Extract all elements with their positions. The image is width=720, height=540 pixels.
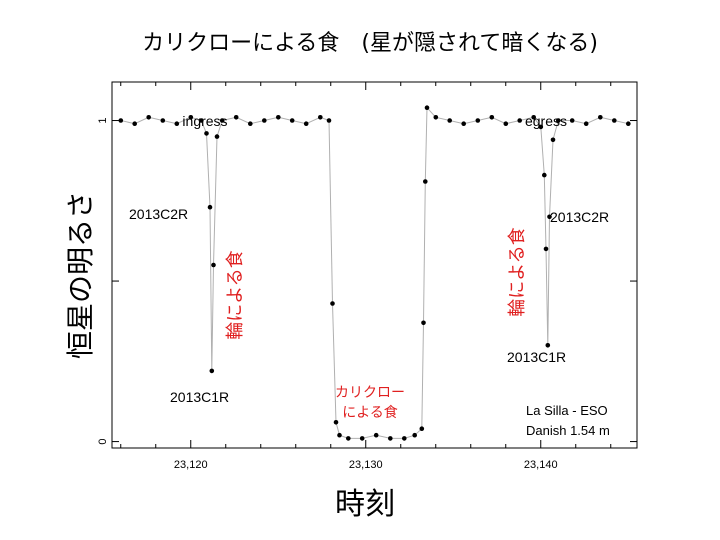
credit-telescope-name: Danish 1.54 m (526, 423, 610, 438)
data-point (475, 118, 481, 123)
annotation-body-occultation-line1: カリクロー (335, 385, 405, 401)
data-point (289, 118, 295, 123)
data-point (556, 118, 561, 123)
data-point (333, 420, 339, 425)
data-point (547, 214, 552, 220)
data-point (447, 118, 453, 123)
data-point (433, 115, 439, 120)
annotation-ring-occultation-right: 輪による食 (507, 227, 528, 316)
annotation-2013c1r-right: 2013C1R (507, 349, 566, 365)
data-point (303, 121, 309, 126)
data-point (118, 118, 124, 123)
data-point (174, 121, 180, 126)
data-point (146, 115, 151, 120)
data-point (160, 118, 166, 123)
data-point (612, 118, 617, 123)
data-point (276, 115, 281, 120)
data-point (337, 432, 342, 438)
data-point (461, 121, 467, 126)
annotation-2013c1r-left: 2013C1R (170, 389, 229, 405)
data-point (538, 124, 544, 130)
data-point (209, 368, 215, 374)
data-point (214, 134, 220, 139)
data-point (569, 118, 575, 123)
data-point (550, 137, 556, 143)
data-point (198, 118, 204, 123)
annotation-ingress: ingress (182, 113, 227, 129)
data-point (219, 118, 225, 123)
data-point (318, 115, 323, 120)
data-point (207, 204, 213, 210)
data-point (233, 115, 239, 120)
data-point (531, 115, 536, 120)
data-point (262, 118, 267, 123)
data-point (248, 121, 253, 126)
y-tick-label: 0 (97, 439, 109, 445)
credit-telescope-site: La Silla - ESO (526, 403, 608, 418)
x-axis-label: 時刻 (335, 487, 395, 522)
data-point (330, 301, 335, 306)
data-point (346, 436, 351, 441)
data-point (626, 121, 631, 126)
data-point (204, 131, 209, 136)
x-tick-label: 23,140 (524, 459, 558, 471)
chart-title: カリクローによる食 (星が隠されて暗くなる) (142, 31, 598, 56)
data-point (423, 179, 428, 184)
data-point (598, 115, 603, 120)
data-point (412, 432, 418, 438)
axis-tick-labels: 23,120 23,130 23,140 0 1 (97, 117, 558, 471)
y-axis-label: 恒星の明るさ (64, 191, 97, 359)
data-point (503, 121, 509, 126)
annotation-egress: egress (525, 113, 567, 129)
data-point (402, 436, 407, 441)
axis-ticks (112, 82, 637, 448)
data-point (359, 436, 365, 441)
y-tick-label: 1 (97, 117, 109, 123)
data-point (419, 426, 425, 432)
x-tick-label: 23,120 (174, 459, 208, 471)
data-point (211, 262, 216, 268)
data-point (583, 121, 589, 126)
data-point (326, 118, 332, 123)
data-point (543, 246, 549, 252)
annotation-2013c2r-left: 2013C2R (129, 206, 188, 222)
data-point (388, 436, 393, 441)
annotation-body-occultation-line2: による食 (342, 404, 398, 421)
annotation-ring-occultation-left: 輪による食 (225, 250, 246, 339)
series-line (120, 106, 629, 439)
data-point (132, 121, 137, 126)
data-point (517, 118, 522, 123)
data-point (373, 432, 379, 438)
data-point (421, 320, 426, 326)
data-point (542, 172, 547, 178)
series-points (118, 105, 631, 441)
x-tick-label: 23,130 (349, 459, 383, 471)
data-point (489, 115, 495, 120)
data-point (188, 115, 194, 120)
data-point (545, 343, 551, 348)
annotation-2013c2r-right: 2013C2R (550, 209, 609, 225)
data-point (424, 105, 430, 110)
plot-frame (111, 81, 638, 449)
